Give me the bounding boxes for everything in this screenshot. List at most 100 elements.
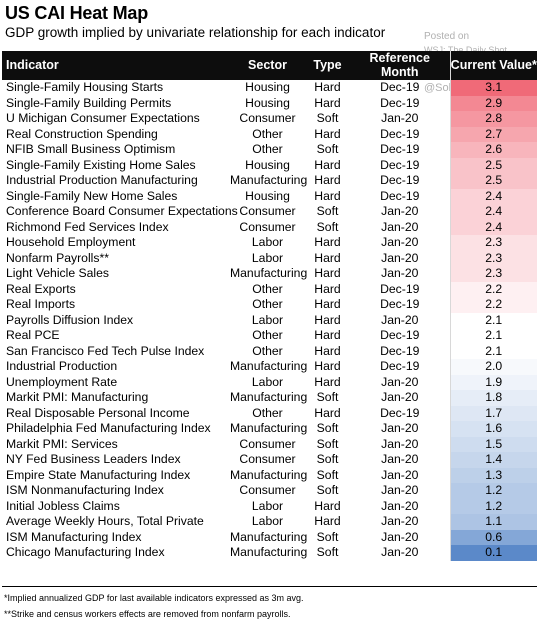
- cell-reference-month: Jan-20: [381, 250, 419, 265]
- cell-type: Hard: [314, 80, 341, 94]
- cell-reference-month: Dec-19: [380, 142, 420, 156]
- cell-indicator: Conference Board Consumer Expectations: [6, 204, 238, 218]
- cell-sector: Labor: [251, 514, 284, 528]
- cell-sector: Consumer: [239, 111, 296, 125]
- cell-sector: Manufacturing: [230, 359, 308, 373]
- table-row: Real Disposable Personal Income Other Hard…: [2, 405, 537, 421]
- cell-reference-month: Jan-20: [381, 266, 419, 280]
- cell-type: Hard: [314, 374, 341, 389]
- cell-current-value: 2.5: [449, 173, 537, 189]
- cell-type: Hard: [314, 405, 341, 420]
- cell-indicator: Initial Jobless Claims: [6, 498, 120, 513]
- cell-reference-month: Dec-19: [380, 343, 420, 358]
- table-row: Initial Jobless Claims Labor Hard Jan-20 1.2: [2, 498, 537, 514]
- cell-sector: Housing: [245, 157, 290, 172]
- cell-sector: Consumer: [239, 452, 296, 466]
- header-indicator: Indicator: [2, 51, 230, 80]
- cell-current-value: 2.2: [449, 281, 537, 297]
- cell-indicator: San Francisco Fed Tech Pulse Index: [6, 343, 205, 358]
- cell-reference-month: Dec-19: [380, 95, 420, 110]
- cell-indicator: Real Disposable Personal Income: [6, 405, 190, 420]
- cell-sector: Labor: [251, 312, 284, 327]
- cell-current-value: 2.1: [449, 343, 537, 359]
- cell-reference-month: Jan-20: [381, 514, 419, 528]
- cell-indicator: Real Exports: [6, 281, 76, 296]
- cell-current-value: 2.3: [449, 266, 537, 282]
- cell-reference-month: Dec-19: [380, 297, 420, 311]
- cell-current-value: 2.4: [449, 188, 537, 204]
- cell-type: Soft: [316, 219, 339, 234]
- cell-type: Hard: [314, 173, 341, 187]
- cell-indicator: Real Imports: [6, 297, 76, 311]
- cell-reference-month: Dec-19: [380, 359, 420, 373]
- cell-sector: Manufacturing: [230, 421, 308, 435]
- cell-reference-month: Jan-20: [381, 436, 419, 451]
- table-row: Industrial Production Manufacturing Hard De…: [2, 359, 537, 375]
- cell-reference-month: Dec-19: [380, 157, 420, 172]
- cell-type: Hard: [314, 157, 341, 172]
- cell-sector: Labor: [251, 235, 284, 249]
- cell-current-value: 1.1: [449, 514, 537, 530]
- cell-sector: Other: [252, 297, 283, 311]
- cell-reference-month: Dec-19: [380, 173, 420, 187]
- cell-sector: Other: [252, 281, 283, 296]
- cell-indicator: Markit PMI: Services: [6, 436, 118, 451]
- footnote-1: *Implied annualized GDP for last availab…: [4, 593, 304, 603]
- cell-current-value: 0.6: [449, 529, 537, 545]
- table-row: Real PCE Other Hard Dec-19 2.1: [2, 328, 537, 344]
- table-row: Real Exports Other Hard Dec-19 2.2: [2, 281, 537, 297]
- cell-reference-month: Jan-20: [381, 545, 419, 559]
- cell-indicator: Real PCE: [6, 328, 60, 342]
- cell-current-value: 1.6: [449, 421, 537, 437]
- cell-reference-month: Jan-20: [381, 529, 419, 544]
- cell-indicator: ISM Manufacturing Index: [6, 529, 142, 544]
- cell-current-value: 2.8: [449, 111, 537, 127]
- cell-sector: Housing: [245, 95, 290, 110]
- cell-sector: Housing: [245, 188, 290, 203]
- cell-indicator: Chicago Manufacturing Index: [6, 545, 165, 559]
- cell-type: Hard: [314, 297, 341, 311]
- cell-type: Hard: [314, 126, 341, 141]
- cell-type: Soft: [316, 436, 339, 451]
- cell-indicator: Single-Family Building Permits: [6, 95, 172, 110]
- cell-type: Hard: [314, 235, 341, 249]
- cell-sector: Manufacturing: [230, 266, 308, 280]
- cell-indicator: ISM Nonmanufacturing Index: [6, 483, 164, 497]
- cell-sector: Labor: [251, 250, 284, 265]
- cell-type: Hard: [314, 250, 341, 265]
- cell-reference-month: Jan-20: [381, 219, 419, 234]
- table-row: NY Fed Business Leaders Index Consumer Sof…: [2, 452, 537, 468]
- chart-subtitle: GDP growth implied by univariate relatio…: [5, 25, 386, 40]
- cell-indicator: Single-Family New Home Sales: [6, 188, 178, 203]
- table-row: Single-Family New Home Sales Housing Hard D…: [2, 188, 537, 204]
- cell-sector: Manufacturing: [230, 390, 308, 404]
- cell-type: Soft: [316, 111, 339, 125]
- cell-sector: Other: [252, 405, 283, 420]
- cell-indicator: Industrial Production Manufacturing: [6, 173, 198, 187]
- cell-indicator: Empire State Manufacturing Index: [6, 467, 191, 482]
- cell-indicator: Household Employment: [6, 235, 136, 249]
- cell-reference-month: Dec-19: [380, 126, 420, 141]
- cell-reference-month: Jan-20: [381, 235, 419, 249]
- cell-current-value: 1.8: [449, 390, 537, 406]
- cell-sector: Labor: [251, 374, 284, 389]
- cell-type: Soft: [316, 142, 339, 156]
- cell-reference-month: Jan-20: [381, 204, 419, 218]
- table-row: Average Weekly Hours, Total Private Labor…: [2, 514, 537, 530]
- table-row: Single-Family Housing Starts Housing Hard D…: [2, 80, 537, 96]
- cell-current-value: 2.7: [449, 126, 537, 142]
- cell-reference-month: Jan-20: [381, 421, 419, 435]
- cell-sector: Manufacturing: [230, 529, 308, 544]
- cell-current-value: 1.9: [449, 374, 537, 390]
- cell-indicator: Unemployment Rate: [6, 374, 118, 389]
- cell-current-value: 2.2: [449, 297, 537, 313]
- cell-sector: Other: [252, 343, 283, 358]
- cell-current-value: 1.2: [449, 498, 537, 514]
- cell-type: Soft: [316, 467, 339, 482]
- table-row: U Michigan Consumer Expectations Consumer…: [2, 111, 537, 127]
- cell-sector: Manufacturing: [230, 545, 308, 559]
- cell-reference-month: Jan-20: [381, 483, 419, 497]
- cell-current-value: 1.7: [449, 405, 537, 421]
- table-row: Empire State Manufacturing Index Manufact…: [2, 467, 537, 483]
- cell-reference-month: Jan-20: [381, 467, 419, 482]
